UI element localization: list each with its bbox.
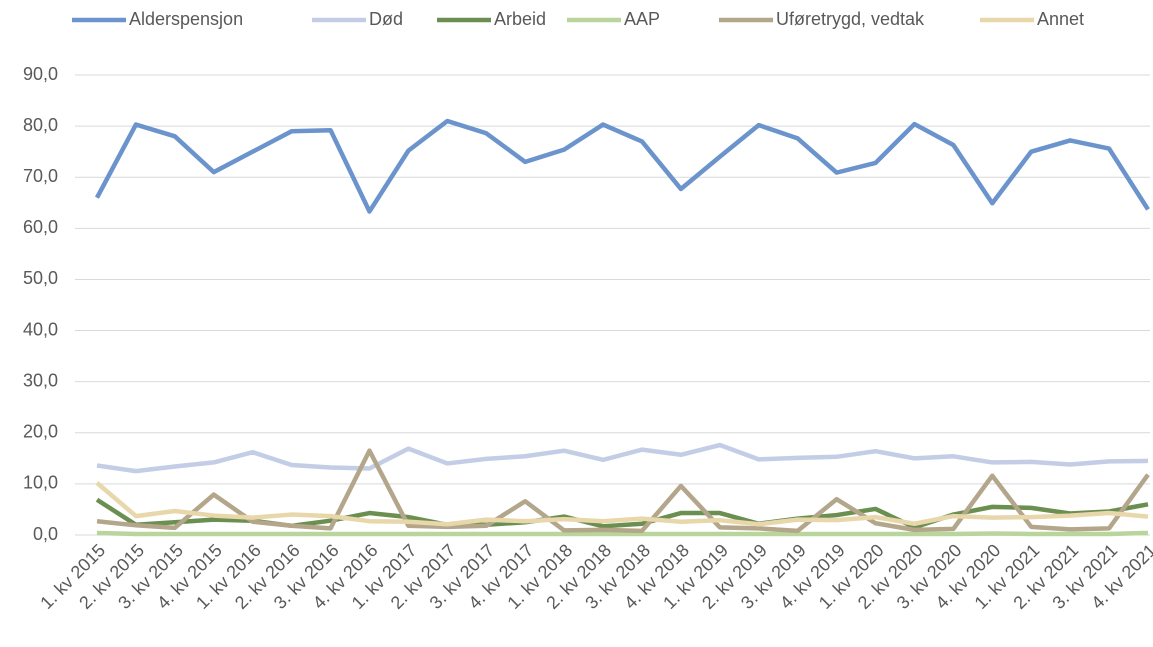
y-tick-label: 60,0 xyxy=(23,217,58,237)
series-line xyxy=(96,530,1149,537)
legend-label: Uføretrygd, vedtak xyxy=(776,9,925,29)
series-line xyxy=(95,118,1150,214)
y-tick-label: 50,0 xyxy=(23,268,58,288)
y-tick-label: 70,0 xyxy=(23,166,58,186)
series-line xyxy=(96,442,1149,474)
y-tick-label: 0,0 xyxy=(33,524,58,544)
series-line xyxy=(95,481,1149,527)
y-tick-label: 90,0 xyxy=(23,64,58,84)
legend-label: Annet xyxy=(1037,9,1084,29)
y-tick-label: 80,0 xyxy=(23,115,58,135)
legend-label: Arbeid xyxy=(494,9,546,29)
legend-label: Alderspensjon xyxy=(129,9,243,29)
y-tick-label: 20,0 xyxy=(23,422,58,442)
y-tick-label: 40,0 xyxy=(23,319,58,339)
legend-label: AAP xyxy=(624,9,660,29)
series-line xyxy=(96,448,1150,534)
legend-label: Død xyxy=(369,9,403,29)
y-tick-label: 10,0 xyxy=(23,473,58,493)
y-tick-label: 30,0 xyxy=(23,370,58,390)
